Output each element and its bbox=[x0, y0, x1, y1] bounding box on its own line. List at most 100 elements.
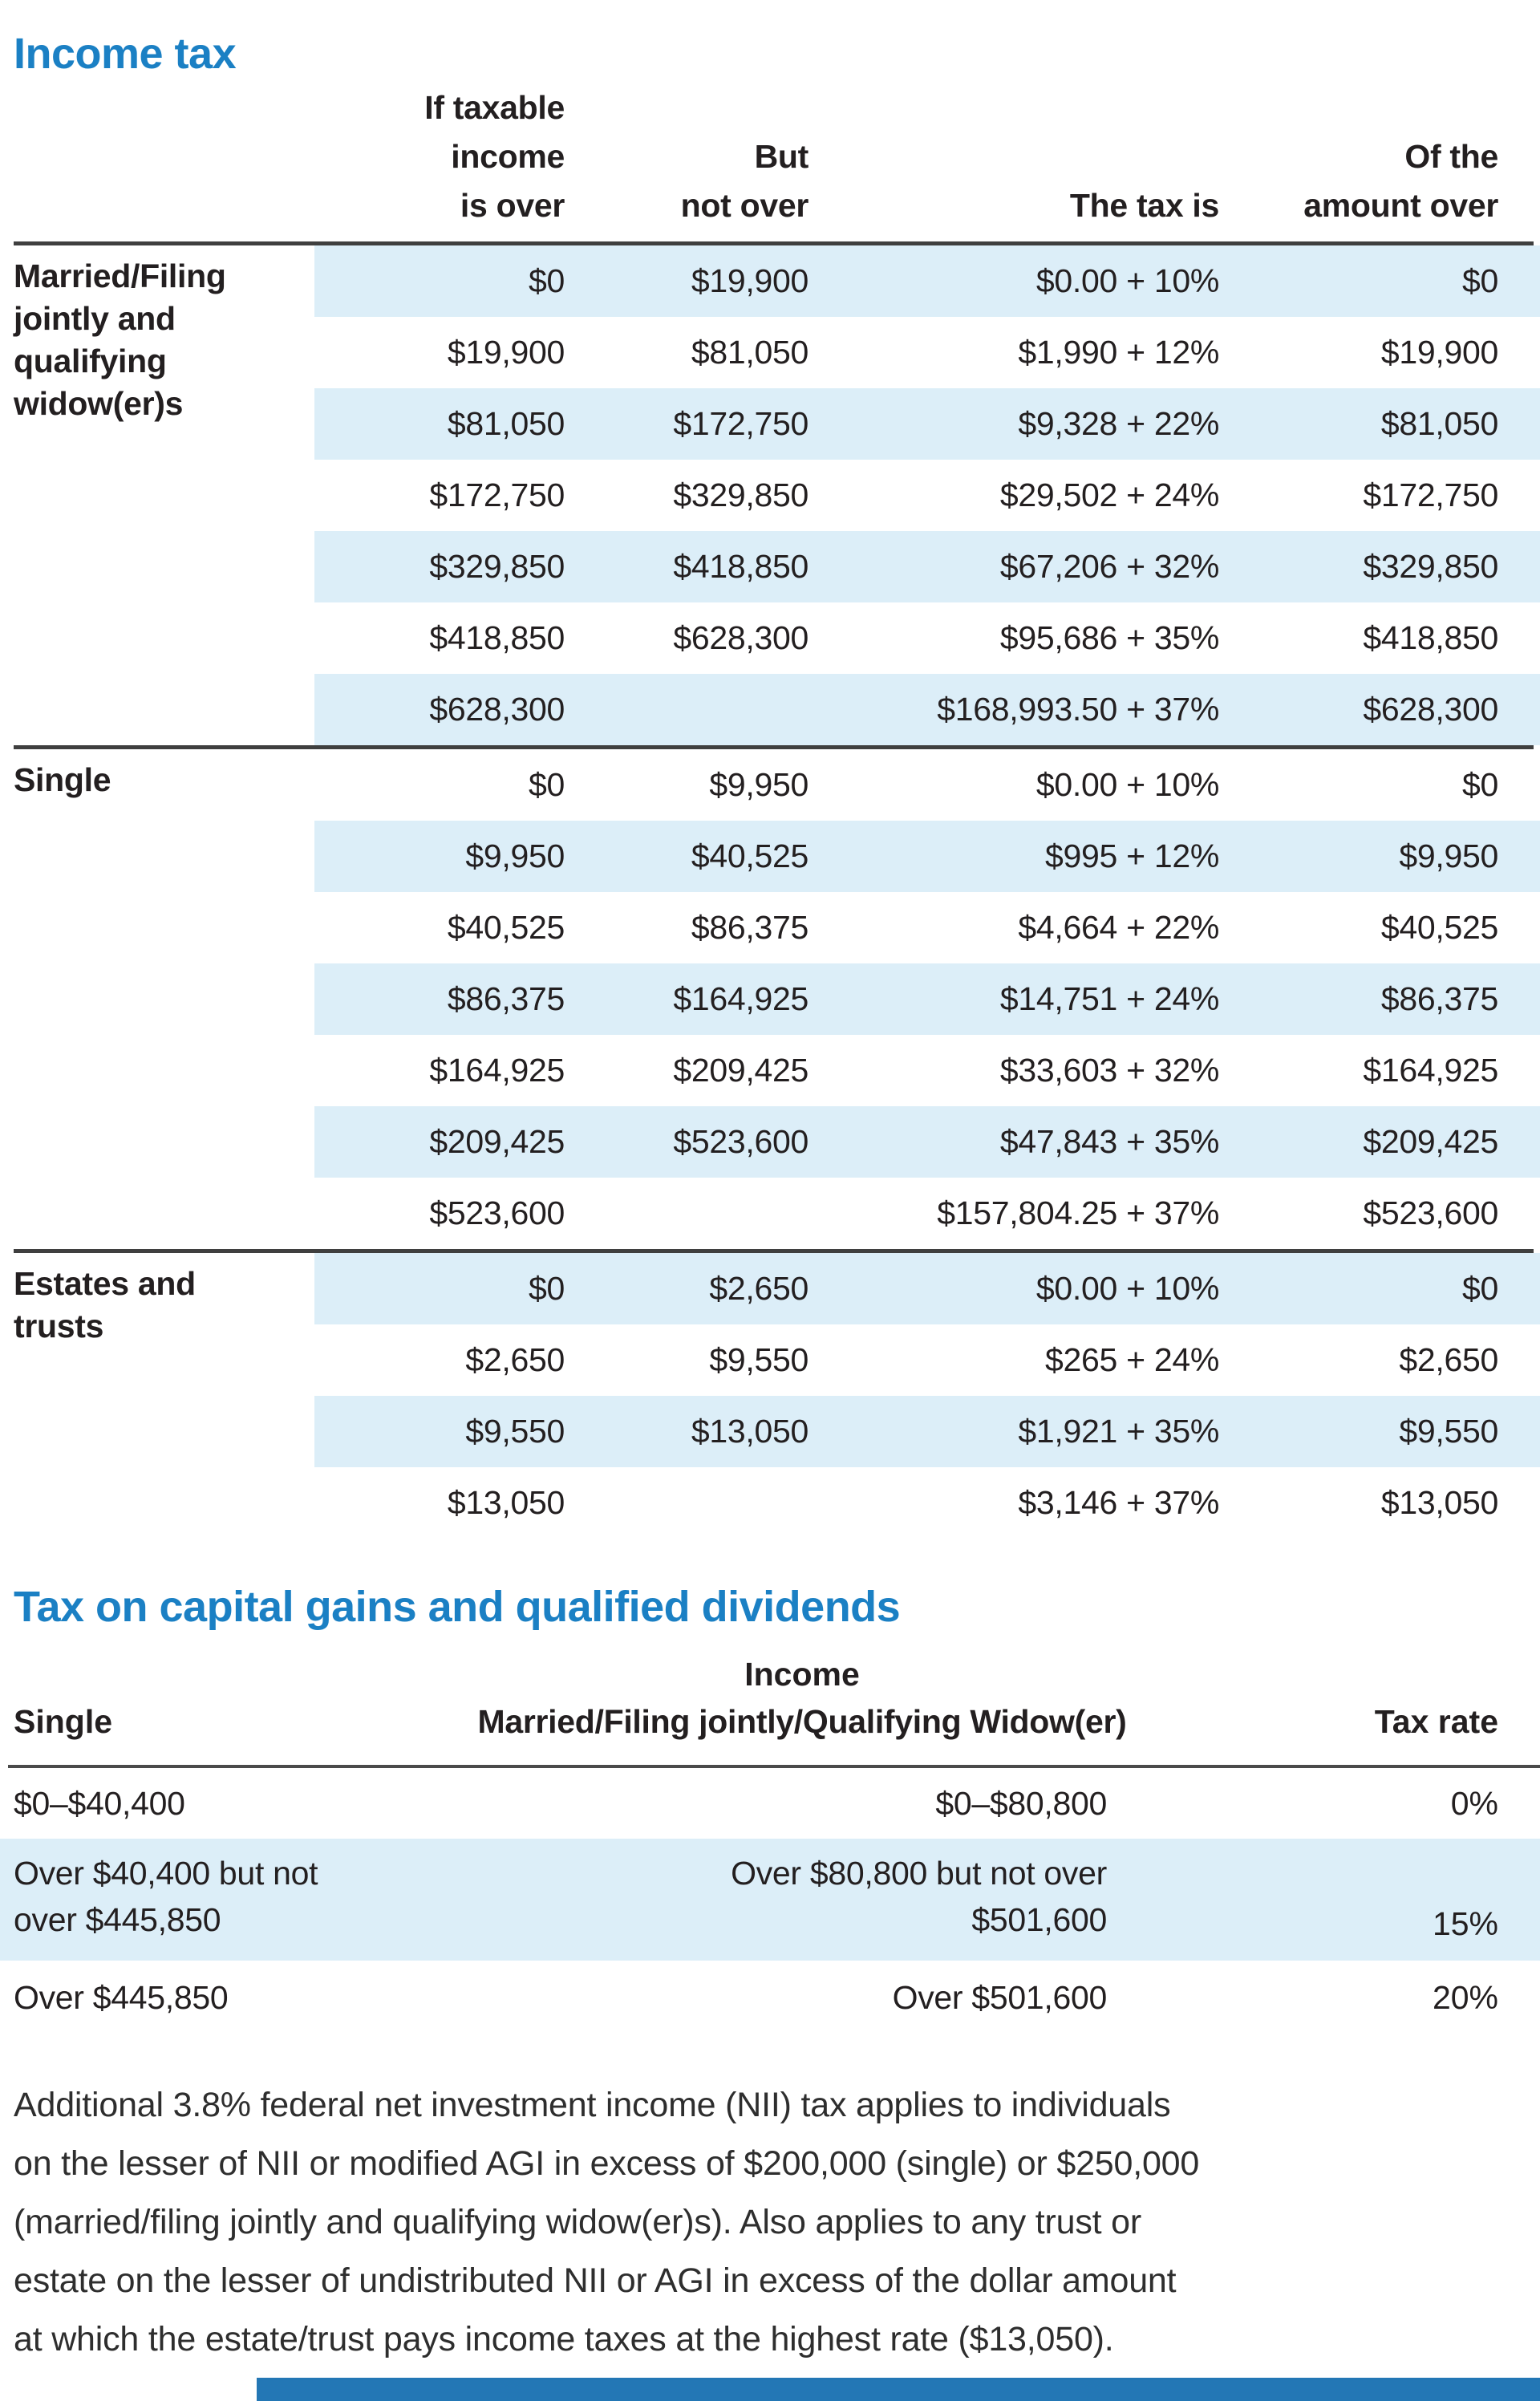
cell-tax: $14,751 + 24% bbox=[999, 980, 1219, 1017]
capital-gains-income-header-row: Income bbox=[0, 1656, 1540, 1693]
cell-single-income: Over $445,850 bbox=[14, 1979, 229, 2016]
cell-over: $164,925 bbox=[429, 1052, 565, 1089]
cell-tax: $29,502 + 24% bbox=[999, 477, 1219, 513]
table-row: $2,650 $9,550 $265 + 24% $2,650 bbox=[0, 1324, 1540, 1396]
spacer bbox=[0, 1656, 337, 1693]
row-cells: $628,300 $168,993.50 + 37% $628,300 bbox=[314, 674, 1540, 745]
cell-amount-over: $40,525 bbox=[1380, 909, 1498, 946]
cell-married-income: Over $80,800 but not over $501,600 bbox=[731, 1855, 1107, 1938]
cell-tax: $67,206 + 32% bbox=[999, 548, 1219, 585]
header-single: Single bbox=[14, 1703, 113, 1740]
cell-not-over: $209,425 bbox=[673, 1052, 808, 1089]
cell-not-over: $19,900 bbox=[691, 262, 808, 299]
header-tax-rate: Tax rate bbox=[1374, 1703, 1498, 1740]
label-column-gap bbox=[0, 1178, 314, 1249]
cell-over: $418,850 bbox=[429, 619, 565, 656]
cell-not-over: $172,750 bbox=[673, 405, 808, 442]
cell-tax-rate: 15% bbox=[1432, 1905, 1498, 1942]
table-row: $0 $9,950 $0.00 + 10% $0 bbox=[0, 749, 1540, 821]
header-the-tax-is: The tax is bbox=[1069, 187, 1219, 224]
cell-not-over: $40,525 bbox=[691, 838, 808, 874]
cell-over: $81,050 bbox=[447, 405, 565, 442]
cell-amount-over: $9,950 bbox=[1399, 838, 1498, 874]
cell-over: $13,050 bbox=[447, 1484, 565, 1521]
table-row: $9,550 $13,050 $1,921 + 35% $9,550 bbox=[0, 1396, 1540, 1467]
cell-amount-over: $2,650 bbox=[1399, 1341, 1498, 1378]
cell-over: $0 bbox=[528, 1270, 565, 1307]
cell-amount-over: $19,900 bbox=[1380, 334, 1498, 371]
row-cells: $9,550 $13,050 $1,921 + 35% $9,550 bbox=[314, 1396, 1540, 1467]
row-cells: $86,375 $164,925 $14,751 + 24% $86,375 bbox=[314, 963, 1540, 1035]
cell-tax: $995 + 12% bbox=[1045, 838, 1219, 874]
table-row: $19,900 $81,050 $1,990 + 12% $19,900 bbox=[0, 317, 1540, 388]
next-section-bar bbox=[257, 2378, 1540, 2401]
cell-over: $628,300 bbox=[429, 691, 565, 728]
capital-gains-table-body: $0–$40,400 $0–$80,800 0% Over $40,400 but n… bbox=[0, 1768, 1540, 2034]
table-row: $86,375 $164,925 $14,751 + 24% $86,375 bbox=[0, 963, 1540, 1035]
cell-tax-rate: 0% bbox=[1450, 1784, 1498, 1822]
income-tax-column-headers: If taxable income is over But not over T… bbox=[314, 83, 1540, 241]
nii-footnote: Additional 3.8% federal net investment i… bbox=[14, 2086, 1200, 2358]
row-cells: $329,850 $418,850 $67,206 + 32% $329,850 bbox=[314, 531, 1540, 602]
cell-married-income: $0–$80,800 bbox=[935, 1785, 1107, 1822]
income-tax-title: Income tax bbox=[14, 30, 237, 78]
cell-tax: $1,921 + 35% bbox=[1018, 1413, 1219, 1450]
table-row: $329,850 $418,850 $67,206 + 32% $329,850 bbox=[0, 531, 1540, 602]
cell-single-income: Over $40,400 but not over $445,850 bbox=[14, 1855, 318, 1938]
cell-not-over: $628,300 bbox=[673, 619, 808, 656]
label-column-gap bbox=[0, 1035, 314, 1106]
cell-amount-over: $0 bbox=[1461, 1270, 1498, 1307]
cell-over: $172,750 bbox=[429, 477, 565, 513]
table-row: $9,950 $40,525 $995 + 12% $9,950 bbox=[0, 821, 1540, 892]
cell-tax: $9,328 + 22% bbox=[1018, 405, 1219, 442]
header-but-not-over: But not over bbox=[680, 138, 809, 224]
row-cells: $9,950 $40,525 $995 + 12% $9,950 bbox=[314, 821, 1540, 892]
table-row: Over $445,850 Over $501,600 20% bbox=[0, 1961, 1540, 2034]
capital-gains-title: Tax on capital gains and qualified divid… bbox=[14, 1583, 901, 1631]
group-label: Married/Filing jointly and qualifying wi… bbox=[14, 258, 226, 422]
income-tax-table-body: Married/Filing jointly and qualifying wi… bbox=[0, 245, 1540, 1539]
cell-over: $19,900 bbox=[447, 334, 565, 371]
label-column-gap bbox=[0, 821, 314, 892]
cell-tax: $1,990 + 12% bbox=[1018, 334, 1219, 371]
cell-tax: $265 + 24% bbox=[1045, 1341, 1219, 1378]
group-label: Estates and trusts bbox=[14, 1265, 196, 1344]
cell-not-over: $329,850 bbox=[673, 477, 808, 513]
cell-over: $2,650 bbox=[465, 1341, 565, 1378]
cell-amount-over: $0 bbox=[1461, 766, 1498, 803]
cell-tax: $157,804.25 + 37% bbox=[937, 1194, 1219, 1231]
cell-amount-over: $172,750 bbox=[1363, 477, 1498, 513]
cell-amount-over: $86,375 bbox=[1380, 980, 1498, 1017]
row-cells: $164,925 $209,425 $33,603 + 32% $164,925 bbox=[314, 1035, 1540, 1106]
income-tax-group: Married/Filing jointly and qualifying wi… bbox=[0, 245, 1540, 745]
row-cells: $0 $2,650 $0.00 + 10% $0 bbox=[314, 1253, 1540, 1324]
income-tax-group: Single $0 $9,950 $0.00 + 10% $0 $9,950 $40,525… bbox=[0, 749, 1540, 1249]
header-married-filing-jointly: Married/Filing jointly/Qualifying Widow(… bbox=[477, 1703, 1127, 1740]
income-tax-group: Estates and trusts $0 $2,650 $0.00 + 10% $0 $… bbox=[0, 1253, 1540, 1539]
cell-tax: $168,993.50 + 37% bbox=[937, 691, 1219, 728]
cell-tax: $47,843 + 35% bbox=[999, 1123, 1219, 1160]
cell-amount-over: $164,925 bbox=[1363, 1052, 1498, 1089]
row-cells: $19,900 $81,050 $1,990 + 12% $19,900 bbox=[314, 317, 1540, 388]
table-row: $0 $19,900 $0.00 + 10% $0 bbox=[0, 245, 1540, 317]
label-column-gap bbox=[0, 602, 314, 674]
cell-amount-over: $0 bbox=[1461, 262, 1498, 299]
cell-single-income: $0–$40,400 bbox=[14, 1785, 185, 1822]
table-row: $40,525 $86,375 $4,664 + 22% $40,525 bbox=[0, 892, 1540, 963]
cell-over: $209,425 bbox=[429, 1123, 565, 1160]
label-column-gap bbox=[0, 1106, 314, 1178]
cell-over: $329,850 bbox=[429, 548, 565, 585]
row-cells: $13,050 $3,146 + 37% $13,050 bbox=[314, 1467, 1540, 1539]
label-column-gap bbox=[0, 1396, 314, 1467]
table-row: Over $40,400 but not over $445,850 Over $… bbox=[0, 1839, 1540, 1961]
label-column-gap bbox=[0, 674, 314, 745]
row-cells: $81,050 $172,750 $9,328 + 22% $81,050 bbox=[314, 388, 1540, 460]
row-cells: $523,600 $157,804.25 + 37% $523,600 bbox=[314, 1178, 1540, 1249]
cell-not-over: $13,050 bbox=[691, 1413, 808, 1450]
row-cells: $418,850 $628,300 $95,686 + 35% $418,850 bbox=[314, 602, 1540, 674]
row-cells: $40,525 $86,375 $4,664 + 22% $40,525 bbox=[314, 892, 1540, 963]
cell-not-over: $2,650 bbox=[709, 1270, 808, 1307]
cell-amount-over: $329,850 bbox=[1363, 548, 1498, 585]
cell-amount-over: $13,050 bbox=[1380, 1484, 1498, 1521]
